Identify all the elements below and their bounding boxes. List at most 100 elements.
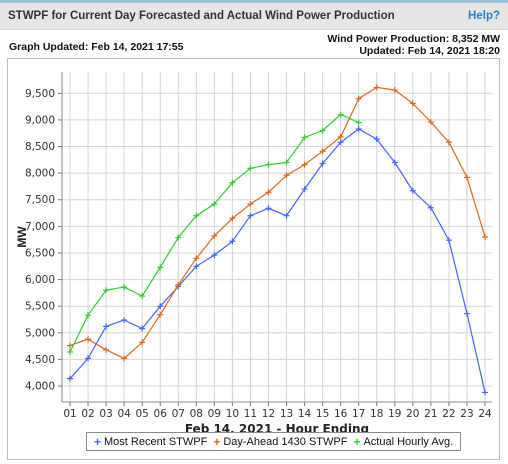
legend-swatch-icon: + — [353, 434, 361, 449]
data-point-marker — [409, 187, 416, 194]
legend-item: + Day-Ahead 1430 STWPF — [213, 435, 347, 449]
x-tick-label: 12 — [262, 408, 275, 420]
data-point-marker — [319, 127, 326, 134]
data-point-marker — [391, 159, 398, 166]
data-point-marker — [301, 161, 308, 168]
data-point-marker — [211, 252, 218, 259]
data-point-marker — [373, 84, 380, 91]
data-point-marker — [337, 139, 344, 146]
x-tick-label: 22 — [442, 408, 455, 420]
panel-title: STWPF for Current Day Forecasted and Act… — [8, 10, 395, 22]
x-tick-label: 21 — [424, 408, 437, 420]
x-tick-label: 14 — [298, 408, 312, 420]
x-tick-label: 23 — [460, 408, 473, 420]
data-point-marker — [319, 160, 326, 167]
data-point-marker — [85, 355, 92, 362]
series-3 — [67, 111, 362, 355]
legend-label: Most Recent STWPF — [104, 435, 208, 448]
data-point-marker — [247, 212, 254, 219]
data-point-marker — [247, 165, 254, 172]
legend-item: + Most Recent STWPF — [94, 435, 207, 449]
data-point-marker — [301, 186, 308, 193]
data-point-marker — [463, 174, 470, 181]
legend-swatch-icon: + — [94, 434, 102, 449]
wind-info: Wind Power Production: 8,352 MW Updated:… — [327, 33, 500, 57]
data-point-marker — [103, 323, 110, 330]
data-point-marker — [409, 100, 416, 107]
x-tick-label: 09 — [208, 408, 221, 420]
data-point-marker — [157, 264, 164, 271]
data-point-marker — [482, 234, 488, 240]
data-point-marker — [175, 281, 182, 288]
data-point-marker — [229, 215, 236, 222]
x-tick-label: 10 — [226, 408, 239, 420]
x-tick-label: 02 — [81, 408, 94, 420]
updated-text: Updated: Feb 14, 2021 18:20 — [359, 45, 500, 57]
data-point-marker — [121, 317, 128, 324]
data-point-marker — [139, 325, 146, 332]
x-tick-label: 20 — [406, 408, 419, 420]
x-tick-label: 03 — [99, 408, 112, 420]
data-point-marker — [283, 172, 290, 179]
chart-legend: + Most Recent STWPF + Day-Ahead 1430 STWPF +… — [86, 432, 462, 451]
data-point-marker — [175, 234, 182, 241]
data-point-marker — [445, 237, 452, 244]
y-tick-label: 4,500 — [25, 354, 55, 366]
data-point-marker — [157, 303, 164, 310]
data-point-marker — [121, 284, 128, 291]
x-tick-label: 06 — [154, 408, 168, 420]
data-point-marker — [193, 263, 200, 270]
legend-label: Day-Ahead 1430 STWPF — [223, 435, 348, 448]
legend-label: Actual Hourly Avg. — [363, 435, 454, 448]
data-point-marker — [121, 355, 128, 362]
data-point-marker — [427, 119, 434, 126]
help-link[interactable]: Help? — [468, 10, 500, 22]
data-point-marker — [482, 389, 488, 396]
y-tick-label: 6,500 — [25, 247, 55, 259]
data-point-marker — [337, 111, 344, 118]
data-point-marker — [265, 161, 272, 168]
x-tick-label: 13 — [280, 408, 293, 420]
series-line — [69, 86, 486, 360]
panel-header: STWPF for Current Day Forecasted and Act… — [0, 3, 508, 30]
y-tick-label: 5,500 — [25, 301, 55, 313]
data-point-marker — [355, 125, 362, 132]
wind-power-production-text: Wind Power Production: 8,352 MW — [327, 33, 500, 45]
y-tick-label: 4,000 — [25, 381, 55, 393]
grid-lines — [62, 72, 492, 402]
x-tick-label: 16 — [334, 408, 348, 420]
axes: 4,000 4,500 5,000 5,500 6,000 6,500 7,000 7,500… — [25, 72, 492, 420]
data-point-marker — [391, 87, 398, 94]
data-point-marker — [265, 189, 272, 196]
legend-item: + Actual Hourly Avg. — [353, 435, 453, 449]
data-point-marker — [337, 133, 344, 140]
data-point-marker — [247, 201, 254, 207]
series-2 — [67, 84, 488, 362]
y-tick-label: 7,500 — [25, 194, 55, 206]
y-tick-label: 8,500 — [25, 141, 55, 153]
data-point-marker — [463, 310, 470, 317]
y-tick-label: 7,000 — [25, 221, 55, 233]
graph-updated-text: Graph Updated: Feb 14, 2021 17:55 — [9, 41, 184, 53]
data-point-marker — [301, 134, 308, 141]
x-tick-label: 01 — [63, 408, 76, 420]
data-point-marker — [355, 95, 362, 102]
data-point-marker — [211, 201, 218, 207]
x-tick-label: 17 — [352, 408, 365, 420]
data-point-marker — [67, 342, 73, 349]
data-point-marker — [319, 148, 326, 155]
x-tick-label: 18 — [370, 408, 383, 420]
data-point-marker — [103, 346, 110, 353]
data-point-marker — [427, 204, 434, 211]
x-tick-label: 15 — [316, 408, 329, 420]
data-point-marker — [283, 212, 290, 219]
data-point-marker — [67, 348, 73, 355]
top-accent-line — [0, 0, 508, 3]
series-1 — [67, 125, 488, 396]
x-tick-label: 05 — [135, 408, 148, 420]
y-tick-label: 8,000 — [25, 168, 55, 180]
x-tick-label: 07 — [172, 408, 185, 420]
series-lines — [67, 84, 488, 396]
data-point-marker — [283, 159, 290, 166]
data-point-marker — [139, 293, 146, 300]
